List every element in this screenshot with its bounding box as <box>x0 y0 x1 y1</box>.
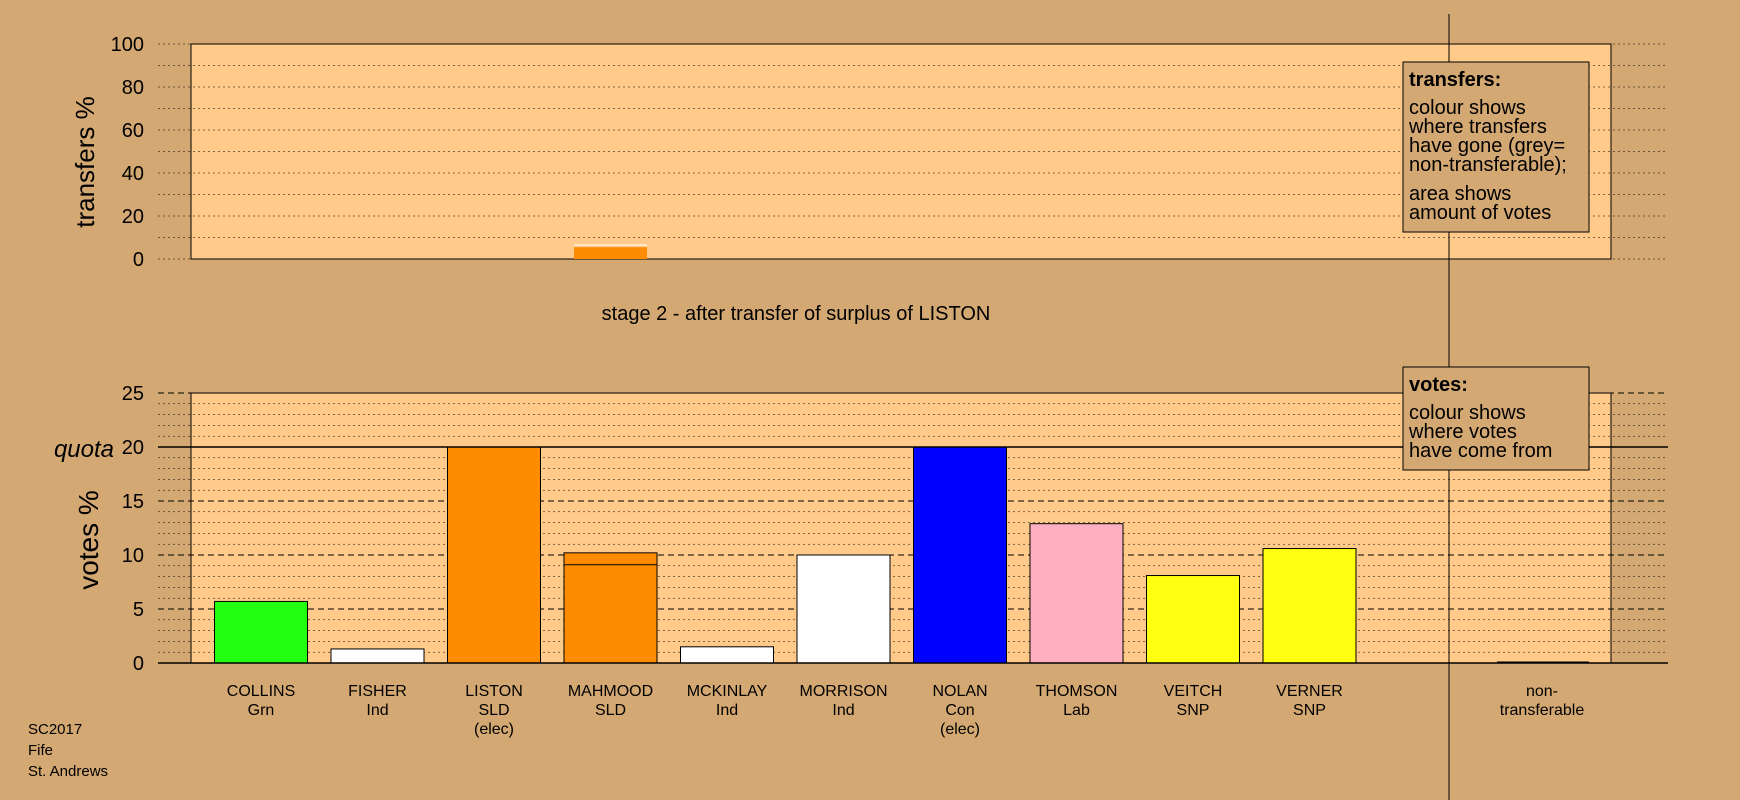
transfers-y-tick-label: 80 <box>122 77 144 99</box>
transfers-y-tick-label: 60 <box>122 120 144 142</box>
nontransferable-label-line2: transferable <box>1500 702 1585 719</box>
footer-election: SC2017 <box>28 721 82 738</box>
transfers-legend-line: have gone (grey= <box>1409 135 1565 157</box>
votes-bars <box>214 446 1357 664</box>
vote-bar <box>913 446 1007 664</box>
transfers-legend-line: non-transferable); <box>1409 154 1567 176</box>
votes-legend-line: have come from <box>1409 440 1552 462</box>
nontransferable-label-line1: non- <box>1526 683 1558 700</box>
candidate-labels: COLLINS Grn FISHER Ind LISTON SLD (elec) MAHMOO… <box>227 683 1343 738</box>
candidate-name: COLLINS <box>227 683 295 700</box>
transfers-y-tick-label: 20 <box>122 206 144 228</box>
candidate-name: MAHMOOD <box>568 683 653 700</box>
vote-bar <box>447 446 541 664</box>
transfer-bar <box>574 247 647 259</box>
votes-legend: votes: colour shows where votes have com… <box>1402 366 1590 471</box>
transfers-y-tick-label: 0 <box>133 249 144 271</box>
candidate-name: FISHER <box>348 683 407 700</box>
votes-y-tick-label: 5 <box>133 599 144 621</box>
vote-bar <box>563 552 658 664</box>
transfers-y-ticks: 0 20 40 60 80 100 <box>111 34 144 271</box>
vote-bar <box>214 600 308 664</box>
votes-plot-area <box>190 392 1612 664</box>
candidate-party: Ind <box>832 702 854 719</box>
transfers-y-tick-label: 100 <box>111 34 144 56</box>
votes-y-ticks: 0 5 10 15 20 25 <box>122 383 144 675</box>
candidate-party: SNP <box>1293 702 1326 719</box>
candidate-party: Lab <box>1063 702 1090 719</box>
candidate-party: SLD <box>595 702 626 719</box>
votes-legend-title: votes: <box>1409 374 1468 396</box>
candidate-name: VEITCH <box>1164 683 1223 700</box>
quota-label: quota <box>54 436 114 463</box>
footer-ward: St. Andrews <box>28 763 108 780</box>
transfers-y-axis-label: transfers % <box>70 96 100 228</box>
candidate-party: Grn <box>248 702 275 719</box>
transfers-legend: transfers: colour shows where transfers … <box>1402 61 1590 233</box>
candidate-party: Ind <box>716 702 738 719</box>
transfers-y-tick-label: 40 <box>122 163 144 185</box>
transfers-legend-line: where transfers <box>1408 116 1547 138</box>
vote-bar <box>1146 575 1240 664</box>
transfers-legend-title: transfers: <box>1409 69 1501 91</box>
votes-legend-line: where votes <box>1408 421 1517 443</box>
candidate-name: THOMSON <box>1036 683 1118 700</box>
candidate-status: (elec) <box>940 721 980 738</box>
votes-y-tick-label: 20 <box>122 437 144 459</box>
votes-y-axis-label: votes % <box>73 490 104 590</box>
votes-legend-line: colour shows <box>1409 402 1526 424</box>
candidate-status: (elec) <box>474 721 514 738</box>
candidate-name: LISTON <box>465 683 523 700</box>
votes-y-tick-label: 25 <box>122 383 144 405</box>
vote-bar <box>330 648 425 664</box>
candidate-name: MORRISON <box>800 683 888 700</box>
transfers-legend-line: area shows <box>1409 183 1511 205</box>
transfers-legend-line: amount of votes <box>1409 202 1551 224</box>
candidate-party: Con <box>945 702 974 719</box>
candidate-name: NOLAN <box>932 683 987 700</box>
candidate-party: SLD <box>478 702 509 719</box>
candidate-party: SNP <box>1177 702 1210 719</box>
vote-bar <box>1262 548 1357 664</box>
vote-bar <box>796 554 891 664</box>
candidate-name: VERNER <box>1276 683 1343 700</box>
transfers-legend-line: colour shows <box>1409 97 1526 119</box>
vote-bar <box>1029 523 1124 664</box>
vote-bar <box>680 646 774 664</box>
transfers-gridlines <box>158 43 1668 260</box>
votes-y-tick-label: 10 <box>122 545 144 567</box>
candidate-name: MCKINLAY <box>687 683 768 700</box>
candidate-party: Ind <box>366 702 388 719</box>
transfers-bars <box>574 244 647 259</box>
chart-title: stage 2 - after transfer of surplus of L… <box>602 303 991 325</box>
votes-y-tick-label: 15 <box>122 491 144 513</box>
votes-y-tick-label: 0 <box>133 653 144 675</box>
footer-council: Fife <box>28 742 53 759</box>
